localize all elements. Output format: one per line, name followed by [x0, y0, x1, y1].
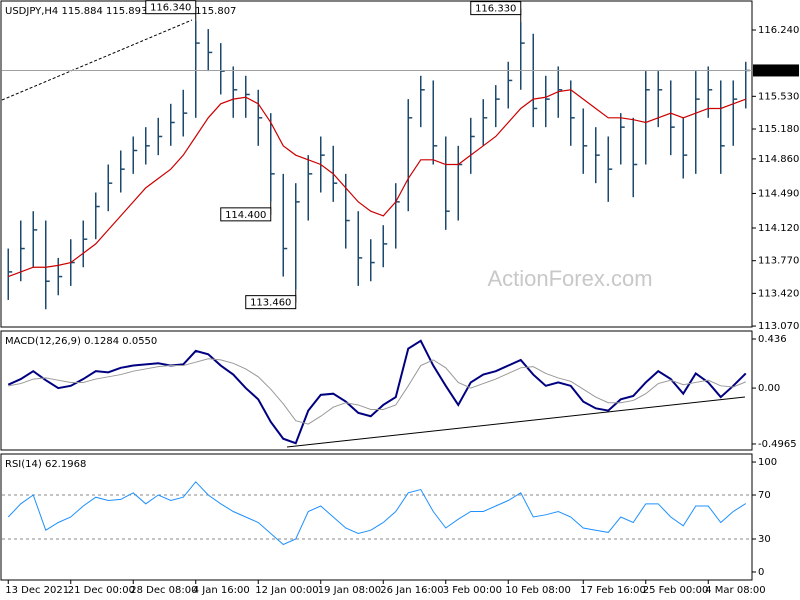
y-tick-label: 0 — [758, 567, 764, 578]
last-price-label: 115.807 — [757, 65, 798, 76]
annotation-label: 116.330 — [475, 4, 516, 15]
x-tick-label: 3 Feb 00:00 — [443, 585, 502, 596]
y-tick-label: 0.00 — [758, 383, 780, 394]
y-tick-label: 114.120 — [758, 223, 799, 234]
price-panel — [0, 0, 753, 328]
y-tick-label: 30 — [758, 534, 771, 545]
y-tick-label: 113.770 — [758, 256, 799, 267]
y-tick-label: -0.4965 — [758, 439, 797, 450]
annotation-box — [470, 1, 522, 16]
watermark: ActionForex.com — [487, 266, 652, 291]
chart-title: USDJPY,H4 115.884 115.893 115.788 115.80… — [5, 6, 236, 17]
x-tick-label: 19 Jan 08:00 — [318, 585, 381, 596]
annotation-box — [245, 295, 297, 310]
y-tick-label: 115.180 — [758, 124, 799, 135]
y-tick-label: 70 — [758, 490, 771, 501]
y-tick-label: 114.860 — [758, 154, 799, 165]
annotation-box — [220, 207, 272, 222]
last-price-box — [753, 64, 799, 77]
x-tick-label: 28 Dec 08:00 — [130, 585, 197, 596]
annotation-label: 116.340 — [150, 3, 191, 14]
x-tick-label: 4 Mar 08:00 — [705, 585, 765, 596]
moving-average — [8, 89, 746, 278]
y-tick-label: 114.490 — [758, 188, 799, 199]
annotation-box — [145, 0, 197, 15]
y-tick-label: 100 — [758, 457, 777, 468]
y-tick-label: 115.530 — [758, 91, 799, 102]
rsi-panel — [0, 453, 753, 581]
y-tick-label: 113.070 — [758, 321, 799, 332]
x-tick-label: 10 Feb 08:00 — [505, 585, 571, 596]
x-tick-label: 17 Feb 16:00 — [580, 585, 646, 596]
annotation-label: 114.400 — [225, 210, 266, 221]
x-tick-label: 26 Jan 16:00 — [380, 585, 443, 596]
x-tick-label: 4 Jan 16:00 — [193, 585, 250, 596]
rsi-title: RSI(14) 62.1968 — [5, 459, 86, 470]
trend-line — [1, 19, 193, 101]
indicator-line — [8, 358, 746, 425]
y-tick-label: 113.420 — [758, 288, 799, 299]
macd-trend-line — [286, 396, 746, 448]
macd-title: MACD(12,26,9) 0.1284 0.0550 — [5, 336, 157, 347]
annotation-label: 113.460 — [250, 298, 291, 309]
indicator-line — [7, 481, 747, 546]
x-tick-label: 25 Feb 00:00 — [643, 585, 709, 596]
y-tick-label: 0.436 — [758, 334, 787, 345]
indicator-line — [7, 339, 747, 445]
x-tick-label: 12 Jan 00:00 — [255, 585, 318, 596]
x-tick-label: 13 Dec 2021 — [5, 585, 69, 596]
y-tick-label: 116.240 — [758, 25, 799, 36]
x-tick-label: 21 Dec 00:00 — [68, 585, 135, 596]
macd-panel — [0, 330, 753, 451]
